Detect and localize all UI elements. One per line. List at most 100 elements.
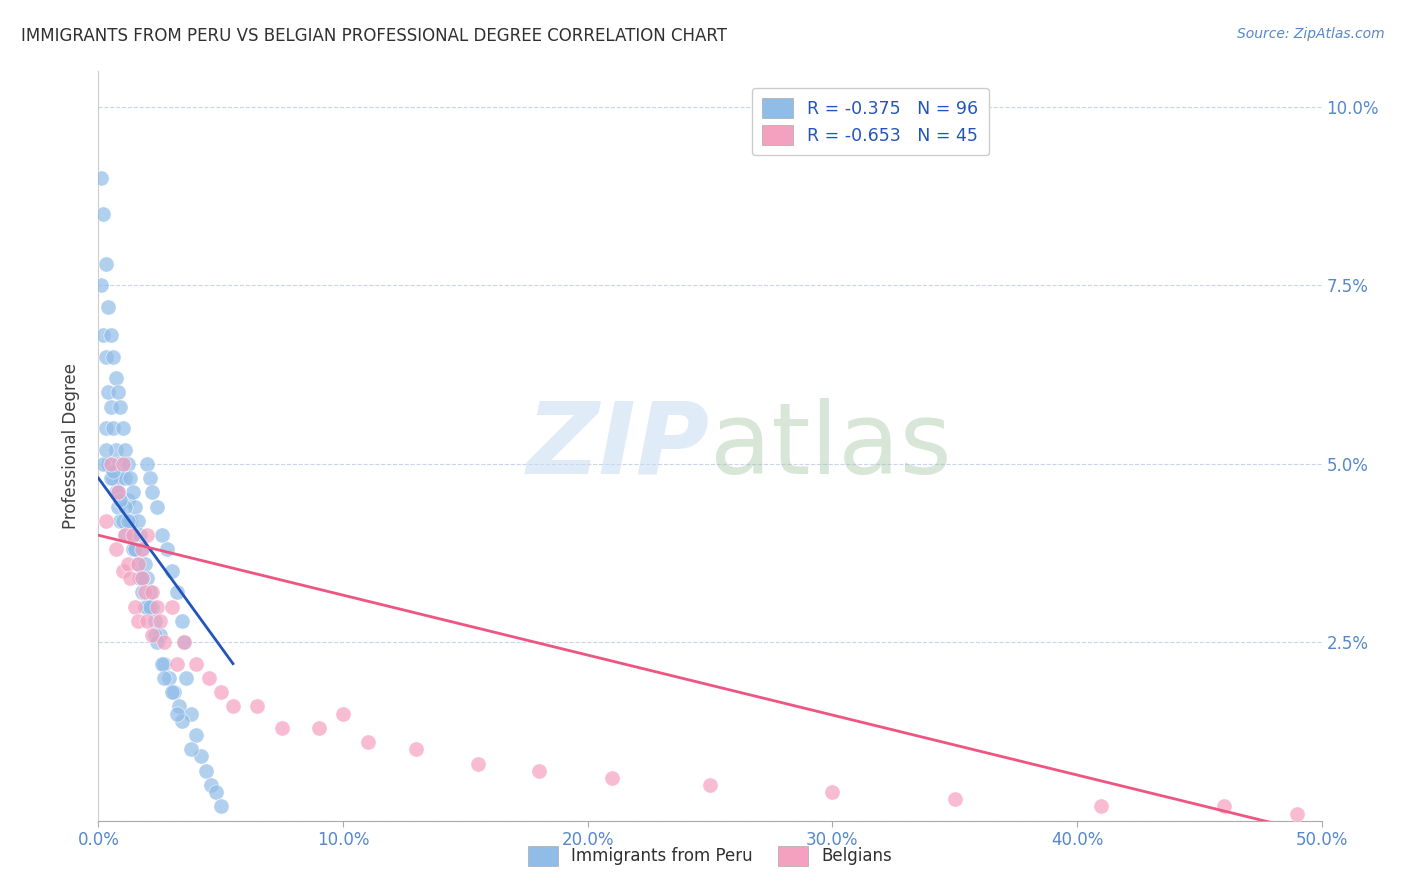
- Point: [120, 471, 142, 485]
- Point: [117, 557, 139, 571]
- Point: [131, 542, 153, 557]
- Point: [943, 792, 966, 806]
- Point: [149, 614, 172, 628]
- Point: [150, 657, 173, 671]
- Point: [107, 457, 129, 471]
- Point: [90, 171, 112, 186]
- Point: [101, 464, 124, 478]
- Point: [110, 492, 132, 507]
- Legend: Immigrants from Peru, Belgians: Immigrants from Peru, Belgians: [522, 839, 898, 872]
- Point: [120, 514, 142, 528]
- Point: [167, 699, 190, 714]
- Point: [94, 350, 117, 364]
- Point: [150, 528, 173, 542]
- Point: [117, 514, 139, 528]
- Point: [166, 657, 188, 671]
- Point: [124, 542, 146, 557]
- Point: [143, 614, 166, 628]
- Point: [209, 685, 232, 699]
- Point: [332, 706, 354, 721]
- Point: [107, 485, 129, 500]
- Point: [170, 614, 193, 628]
- Point: [114, 528, 136, 542]
- Point: [114, 500, 136, 514]
- Point: [114, 528, 136, 542]
- Point: [160, 599, 183, 614]
- Point: [149, 628, 172, 642]
- Point: [97, 385, 120, 400]
- Point: [134, 585, 156, 599]
- Point: [139, 599, 162, 614]
- Point: [104, 542, 127, 557]
- Text: ZIP: ZIP: [527, 398, 710, 494]
- Point: [104, 442, 127, 457]
- Point: [97, 457, 120, 471]
- Point: [200, 778, 222, 792]
- Point: [100, 457, 122, 471]
- Point: [405, 742, 427, 756]
- Point: [180, 742, 202, 756]
- Point: [107, 485, 129, 500]
- Point: [124, 542, 146, 557]
- Point: [94, 442, 117, 457]
- Point: [136, 614, 159, 628]
- Point: [821, 785, 844, 799]
- Point: [127, 514, 149, 528]
- Point: [166, 706, 188, 721]
- Point: [205, 785, 228, 799]
- Point: [111, 564, 134, 578]
- Point: [209, 799, 232, 814]
- Point: [114, 471, 136, 485]
- Point: [157, 671, 180, 685]
- Point: [699, 778, 721, 792]
- Point: [173, 635, 195, 649]
- Point: [129, 528, 152, 542]
- Point: [127, 614, 149, 628]
- Point: [110, 400, 132, 414]
- Point: [131, 585, 153, 599]
- Point: [131, 571, 153, 585]
- Point: [153, 657, 176, 671]
- Point: [94, 257, 117, 271]
- Point: [195, 764, 218, 778]
- Point: [1286, 806, 1309, 821]
- Point: [141, 585, 163, 599]
- Point: [111, 421, 134, 435]
- Point: [139, 585, 162, 599]
- Point: [111, 457, 134, 471]
- Point: [308, 721, 330, 735]
- Point: [100, 471, 122, 485]
- Text: atlas: atlas: [710, 398, 952, 494]
- Point: [186, 728, 208, 742]
- Point: [111, 514, 134, 528]
- Point: [124, 500, 146, 514]
- Point: [121, 542, 143, 557]
- Point: [97, 300, 120, 314]
- Point: [146, 500, 169, 514]
- Point: [100, 328, 122, 343]
- Point: [156, 542, 179, 557]
- Point: [1212, 799, 1234, 814]
- Point: [114, 442, 136, 457]
- Point: [131, 542, 153, 557]
- Point: [127, 557, 149, 571]
- Point: [91, 457, 114, 471]
- Point: [121, 528, 143, 542]
- Point: [141, 485, 163, 500]
- Point: [190, 749, 212, 764]
- Point: [197, 671, 219, 685]
- Point: [111, 457, 134, 471]
- Point: [91, 207, 114, 221]
- Point: [131, 571, 153, 585]
- Point: [104, 485, 127, 500]
- Point: [121, 485, 143, 500]
- Point: [101, 471, 124, 485]
- Point: [270, 721, 294, 735]
- Text: Source: ZipAtlas.com: Source: ZipAtlas.com: [1237, 27, 1385, 41]
- Point: [101, 350, 124, 364]
- Point: [180, 706, 202, 721]
- Point: [222, 699, 245, 714]
- Point: [153, 671, 176, 685]
- Point: [173, 635, 195, 649]
- Point: [129, 571, 152, 585]
